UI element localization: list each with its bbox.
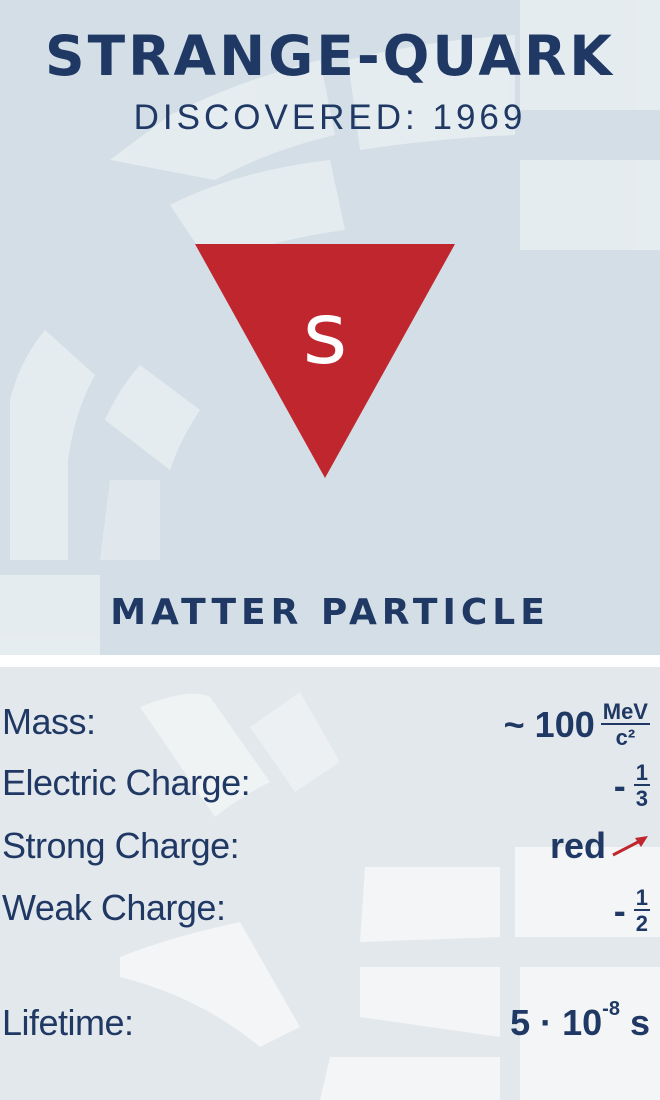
lifetime-base: 5 · 10 bbox=[510, 1002, 603, 1043]
electric-charge-label: Electric Charge: bbox=[2, 762, 251, 803]
symbol-letter: s bbox=[302, 284, 348, 384]
particle-title: STRANGE-QUARK bbox=[45, 24, 615, 88]
strong-charge-color: red bbox=[549, 825, 606, 866]
electric-charge-sign: - bbox=[613, 765, 626, 806]
electric-charge-numerator: 1 bbox=[633, 760, 650, 786]
weak-charge-sign: - bbox=[613, 890, 626, 931]
electric-charge-value: - 1 3 bbox=[614, 762, 650, 810]
mass-row: Mass: ~ 100 MeV c² bbox=[0, 701, 660, 761]
mass-unit-numerator: MeV bbox=[600, 699, 650, 725]
weak-charge-fraction: 1 2 bbox=[633, 885, 650, 936]
mass-unit-fraction: MeV c² bbox=[600, 699, 650, 750]
weak-charge-denominator: 2 bbox=[635, 911, 648, 936]
electric-charge-fraction: 1 3 bbox=[633, 760, 650, 811]
weak-charge-numerator: 1 bbox=[633, 885, 650, 911]
card-header-panel: STRANGE-QUARK DISCOVERED: 1969 s MATTER … bbox=[0, 0, 660, 655]
weak-charge-label: Weak Charge: bbox=[2, 887, 226, 928]
lifetime-unit: s bbox=[619, 1002, 650, 1043]
mass-value: ~ 100 MeV c² bbox=[504, 701, 650, 749]
weak-charge-value: - 1 2 bbox=[614, 887, 650, 935]
strong-charge-value: red bbox=[550, 825, 650, 867]
lifetime-label: Lifetime: bbox=[2, 1002, 134, 1043]
background-arc-art-lower bbox=[120, 692, 660, 1100]
lifetime-exponent: -8 bbox=[602, 997, 620, 1020]
particle-category: MATTER PARTICLE bbox=[110, 592, 550, 633]
particle-symbol: s bbox=[190, 242, 460, 482]
weak-charge-row: Weak Charge: - 1 2 bbox=[0, 887, 660, 947]
mass-unit-denominator: c² bbox=[615, 725, 636, 750]
strong-charge-label: Strong Charge: bbox=[2, 825, 240, 866]
lifetime-row: Lifetime: 5 · 10 -8 s bbox=[0, 998, 660, 1062]
electric-charge-row: Electric Charge: - 1 3 bbox=[0, 762, 660, 822]
strong-charge-row: Strong Charge: red bbox=[0, 825, 660, 885]
mass-number: ~ 100 bbox=[503, 704, 595, 745]
electric-charge-denominator: 3 bbox=[635, 786, 648, 811]
down-triangle-icon bbox=[195, 244, 455, 478]
mass-label: Mass: bbox=[2, 701, 96, 742]
discovered-year: DISCOVERED: 1969 bbox=[133, 98, 527, 137]
red-arrow-icon bbox=[612, 836, 648, 857]
lifetime-value: 5 · 10 -8 s bbox=[510, 998, 650, 1044]
background-arc-art bbox=[0, 0, 660, 655]
card-properties-panel: Mass: ~ 100 MeV c² Electric Charge: - 1 … bbox=[0, 667, 660, 1100]
